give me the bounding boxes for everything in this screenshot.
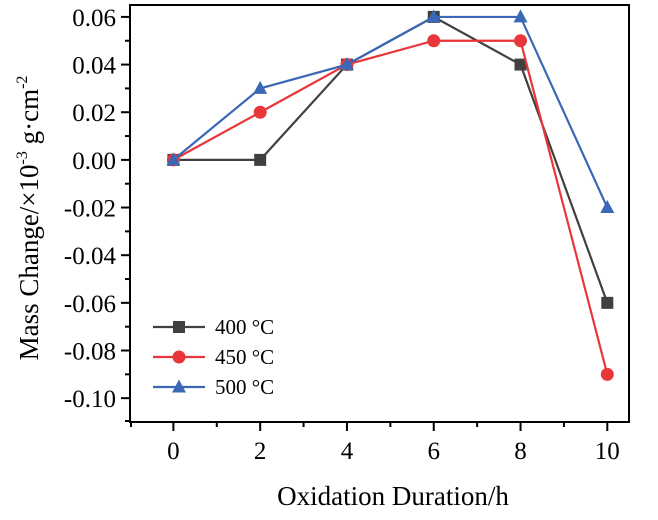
series-0 [167, 10, 614, 309]
series-line [172, 39, 609, 375]
x-tick-label: 0 [167, 438, 180, 465]
data-point [254, 153, 267, 166]
data-point [514, 34, 528, 48]
data-point [166, 152, 181, 166]
series-2 [166, 9, 615, 214]
y-tick-label: -0.08 [64, 339, 116, 366]
plot-frame [129, 4, 630, 423]
y-axis-title-exp2: -2 [14, 76, 31, 89]
x-axis-title: Oxidation Duration/h [277, 481, 509, 511]
plot-border [129, 4, 630, 423]
y-axis-title-exp1: -3 [14, 151, 31, 164]
y-axis-ticks: 0.06 0.04 0.02 0.00 -0.02 -0.04 -0.06 -0.08 -0.1… [64, 5, 130, 422]
data-point [426, 9, 441, 23]
legend: 400 °C 450 °C 500 °C [153, 315, 274, 399]
data-point [427, 34, 441, 48]
y-axis-title-base: Mass Change/×10 [14, 164, 44, 360]
y-axis-title: Mass Change/×10-3 g·cm-2 [14, 76, 44, 361]
series-line [172, 15, 609, 208]
legend-label: 450 °C [215, 345, 274, 369]
data-point [513, 9, 528, 23]
x-tick-label: 10 [595, 438, 620, 465]
y-tick-label: -0.02 [64, 196, 116, 223]
legend-item: 500 °C [153, 375, 274, 399]
legend-label: 400 °C [215, 315, 274, 339]
y-tick-label: 0.00 [72, 148, 116, 175]
data-point [253, 80, 268, 94]
x-tick-label: 6 [427, 438, 440, 465]
series-line [173, 15, 609, 304]
y-tick-label: 0.06 [72, 5, 116, 32]
data-point [600, 367, 614, 381]
data-point [253, 105, 267, 119]
data-point [514, 58, 527, 71]
x-tick-label: 2 [254, 438, 267, 465]
x-tick-label: 4 [341, 438, 354, 465]
legend-marker [173, 321, 185, 333]
legend-item: 450 °C [153, 345, 274, 369]
x-axis-ticks: 0 2 4 6 8 10 [130, 422, 620, 465]
y-axis-title-mid: g·cm [14, 89, 44, 151]
y-tick-label: -0.04 [64, 243, 117, 270]
legend-label: 500 °C [215, 375, 274, 399]
series-layer [166, 9, 615, 381]
x-tick-label: 8 [514, 438, 527, 465]
data-point [601, 296, 614, 309]
y-tick-label: -0.06 [64, 291, 116, 318]
legend-item: 400 °C [153, 315, 274, 339]
y-tick-label: -0.10 [64, 386, 116, 413]
legend-marker [172, 379, 186, 393]
legend-marker [172, 350, 186, 364]
data-point [600, 200, 615, 214]
y-tick-label: 0.04 [72, 53, 116, 80]
data-point [339, 57, 354, 71]
y-tick-label: 0.02 [72, 100, 116, 127]
